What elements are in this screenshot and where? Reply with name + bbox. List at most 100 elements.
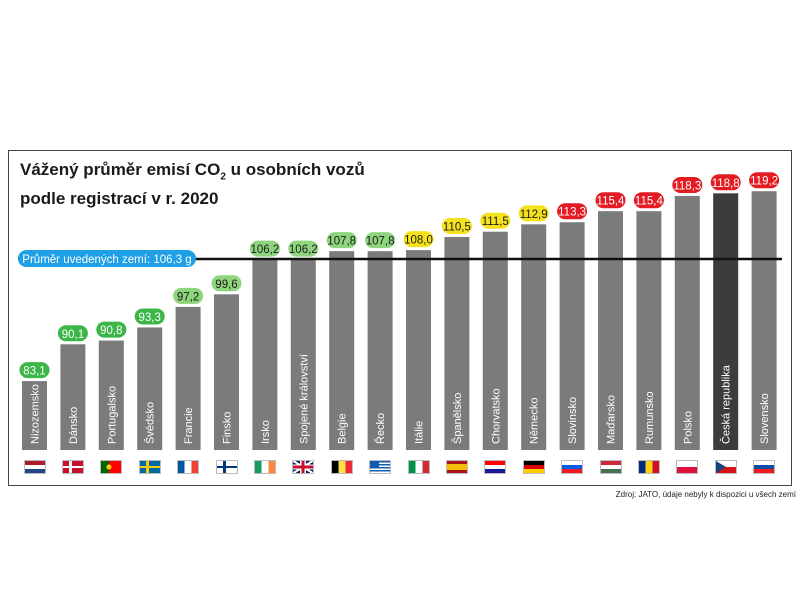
data-label: 99,6 xyxy=(215,279,237,291)
data-label: 106,2 xyxy=(251,244,280,256)
value-pill xyxy=(57,325,88,342)
bar xyxy=(22,381,47,450)
bar xyxy=(751,191,777,450)
category-label: Belgie xyxy=(337,413,349,444)
belgium-flag-icon xyxy=(330,460,353,474)
romania-flag-icon xyxy=(637,460,660,474)
spain-flag-icon xyxy=(445,460,468,474)
greece-flag-icon xyxy=(369,460,392,474)
category-label: Česká republika xyxy=(720,364,733,444)
value-pill xyxy=(633,192,664,209)
bar xyxy=(60,344,86,450)
category-label: Maďarsko xyxy=(606,395,618,444)
czech-flag-icon xyxy=(714,460,737,474)
bar xyxy=(521,224,547,450)
data-label: 115,4 xyxy=(635,196,664,208)
category-label: Slovensko xyxy=(759,393,771,444)
category-label: Dánsko xyxy=(68,407,80,444)
netherlands-flag-icon xyxy=(23,460,46,474)
chart-title: Vážený průměr emisí CO2 u osobních vozů p… xyxy=(20,160,365,209)
bar xyxy=(98,340,124,450)
hungary-flag-icon xyxy=(599,460,622,474)
average-pill xyxy=(18,250,196,268)
data-label: 93,3 xyxy=(139,312,161,324)
value-pill xyxy=(518,205,549,222)
data-label: 90,8 xyxy=(100,325,122,337)
sweden-flag-icon xyxy=(138,460,161,474)
value-pill xyxy=(365,232,396,249)
value-pill xyxy=(480,212,511,229)
category-label: Nizozemsko xyxy=(30,384,42,444)
value-pill xyxy=(19,362,50,379)
value-pill xyxy=(710,174,741,191)
italy-flag-icon xyxy=(407,460,430,474)
data-label: 90,1 xyxy=(62,329,84,341)
value-pill xyxy=(288,240,319,257)
data-label: 107,8 xyxy=(366,236,395,248)
finland-flag-icon xyxy=(215,460,238,474)
value-pill xyxy=(173,287,204,304)
value-pill xyxy=(672,176,703,193)
category-label: Německo xyxy=(529,398,541,444)
category-label: Řecko xyxy=(374,413,387,444)
data-label: 113,3 xyxy=(558,207,586,219)
category-label: Slovinsko xyxy=(567,397,579,444)
ireland-flag-icon xyxy=(253,460,276,474)
value-pill xyxy=(749,172,780,189)
category-label: Itálie xyxy=(414,421,426,444)
data-label: 111,5 xyxy=(482,216,509,228)
bar xyxy=(713,193,739,450)
data-label: 97,2 xyxy=(177,291,199,303)
bar xyxy=(175,306,201,450)
bar xyxy=(214,294,239,450)
data-label: 83,1 xyxy=(23,366,45,378)
data-label: 119,2 xyxy=(750,176,778,188)
slovenia-flag-icon xyxy=(561,460,584,474)
poland-flag-icon xyxy=(676,460,699,474)
category-label: Irsko xyxy=(260,420,272,444)
data-label: 110,5 xyxy=(443,221,471,233)
value-pill xyxy=(326,232,357,249)
category-label: Rumunsko xyxy=(644,391,656,444)
bar xyxy=(406,250,431,450)
uk-flag-icon xyxy=(292,460,315,474)
france-flag-icon xyxy=(177,460,200,474)
portugal-flag-icon xyxy=(100,460,123,474)
bar xyxy=(636,211,662,450)
value-pill xyxy=(595,192,626,209)
category-label: Finsko xyxy=(222,412,234,444)
category-label: Chorvatsko xyxy=(490,388,502,444)
value-pill xyxy=(557,203,588,220)
bar xyxy=(674,195,700,450)
data-label: 118,3 xyxy=(673,180,701,192)
data-label: 106,2 xyxy=(289,244,318,256)
category-label: Španělsko xyxy=(451,393,464,444)
value-pill xyxy=(134,308,165,325)
category-label: Polsko xyxy=(682,411,694,444)
bar xyxy=(598,211,623,450)
value-pill xyxy=(211,275,242,292)
bar xyxy=(252,259,278,450)
category-label: Švédsko xyxy=(144,402,157,444)
bar xyxy=(482,231,508,450)
average-label: Průměr uvedených zemí: 106,3 g xyxy=(22,254,191,266)
data-label: 118,8 xyxy=(712,178,740,190)
data-label: 108,0 xyxy=(404,235,433,247)
greece-flag-canton xyxy=(370,461,380,468)
croatia-flag-icon xyxy=(484,460,507,474)
czech-flag-triangle xyxy=(715,461,726,473)
data-label: 107,8 xyxy=(327,236,356,248)
denmark-flag-icon xyxy=(61,460,84,474)
value-pill xyxy=(249,240,280,257)
slovakia-flag-icon xyxy=(753,460,776,474)
data-label: 115,4 xyxy=(597,196,626,208)
bar xyxy=(290,259,316,450)
data-label: 112,9 xyxy=(520,209,548,221)
category-label: Francie xyxy=(183,407,195,444)
source-note: Zdroj: JATO, údaje nebyly k dispozici u … xyxy=(615,490,796,499)
bar xyxy=(444,236,470,450)
bar xyxy=(329,251,355,450)
value-pill xyxy=(96,321,127,338)
bar xyxy=(367,251,393,450)
value-pill xyxy=(403,231,434,248)
